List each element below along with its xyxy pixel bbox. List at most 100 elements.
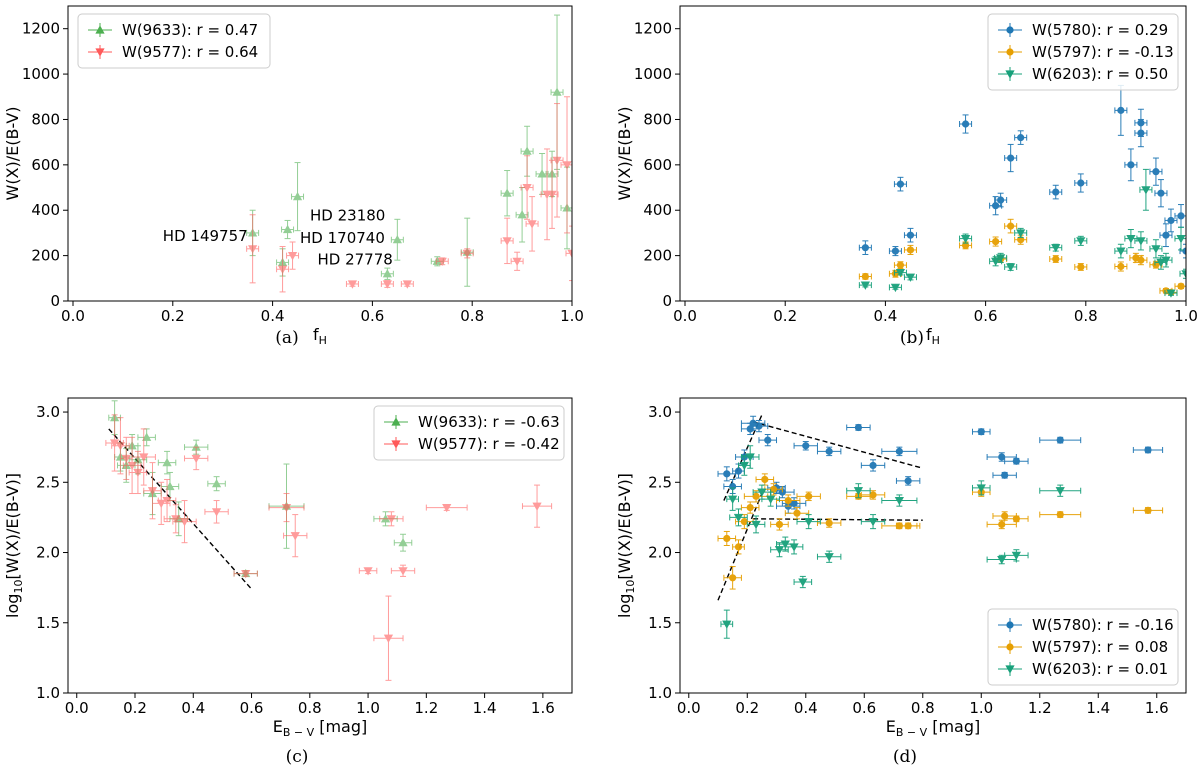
x-tick-label: 0.0 (61, 307, 85, 325)
data-point (1144, 446, 1152, 454)
panel-caption: (b) (900, 328, 924, 348)
data-point (512, 257, 522, 267)
data-point (121, 454, 131, 464)
x-tick-label: 0.8 (298, 699, 322, 717)
data-point (1055, 487, 1065, 496)
data-point (1077, 263, 1085, 271)
data-point (1056, 510, 1064, 519)
x-tick-label: 0.0 (65, 699, 89, 717)
panel-b: 0.0 0.2 0.4 0.6 0.8 1.0 0 200 400 600 800 1000 1200 f… (615, 5, 1198, 348)
x-tick-label: 1.0 (356, 699, 380, 717)
data-point (861, 244, 869, 252)
series-blue (858, 84, 1186, 259)
legend-item: W(9633): r = -0.63 (384, 413, 560, 431)
data-point (1056, 436, 1064, 444)
data-point (891, 247, 900, 255)
legend-item: W(9577): r = -0.42 (384, 435, 560, 453)
plot-frame (679, 5, 1187, 302)
data-point (527, 220, 537, 229)
legend-item: W(9577): r = 0.64 (88, 43, 258, 61)
data-point (437, 257, 447, 267)
data-point (723, 534, 731, 543)
x-tick-label: 0.8 (460, 307, 484, 325)
legend-label: W(5797): r = 0.08 (1032, 638, 1168, 656)
data-point (905, 273, 916, 282)
y-axis-label: W(X)/E(B-V) (615, 106, 634, 200)
data-point (997, 555, 1007, 565)
y-tick-label: 3.0 (36, 403, 60, 421)
point-annotation: HD 170740 (300, 229, 385, 247)
data-point (162, 496, 172, 506)
y-tick-label: 800 (643, 110, 672, 128)
legend-label: W(6203): r = 0.01 (1032, 660, 1168, 678)
data-point (552, 87, 562, 96)
x-tick-label: 0.4 (794, 699, 818, 717)
data-point (1117, 106, 1125, 114)
legend-item: W(5780): r = -0.16 (998, 616, 1174, 634)
data-point (825, 447, 833, 455)
x-axis-label-main: f (313, 325, 319, 344)
x-tick-label: 0.2 (735, 699, 759, 717)
legend-label: W(6203): r = 0.50 (1032, 65, 1168, 83)
data-point (142, 432, 152, 441)
y-axis-label: log10[W(X)/E(B-V)] (3, 473, 25, 618)
data-point (1161, 256, 1171, 265)
data-point (861, 272, 869, 281)
y-tick-label: 1000 (22, 65, 60, 83)
series-green (246, 14, 572, 287)
data-point (1166, 289, 1176, 298)
data-point (1151, 245, 1161, 254)
data-point (723, 470, 731, 478)
data-point (383, 634, 394, 643)
data-point (895, 269, 906, 278)
data-point (734, 467, 743, 475)
legend-box (373, 405, 565, 461)
x-tick-label: 0.4 (873, 307, 897, 325)
data-point (277, 265, 288, 274)
data-point (382, 280, 392, 289)
y-axis-label-base: 10 (12, 580, 25, 594)
point-annotation: HD 27778 (318, 251, 393, 269)
data-point (1177, 282, 1185, 290)
x-tick-label: 1.6 (1145, 699, 1169, 717)
y-tick-label: 0 (662, 292, 672, 310)
data-point (1012, 515, 1020, 523)
legend-marker (391, 417, 401, 426)
data-point (1016, 229, 1026, 238)
plot-frame (67, 5, 573, 302)
data-point (133, 468, 143, 478)
panel-caption: (a) (275, 328, 298, 348)
data-point (805, 492, 813, 500)
data-point (382, 269, 392, 278)
data-point (248, 245, 258, 254)
data-point (961, 120, 970, 128)
fit-line (108, 428, 253, 590)
data-point (793, 509, 801, 517)
x-axis-label: EB − V [mag] (886, 717, 981, 739)
data-point (751, 520, 761, 530)
data-point (854, 423, 863, 432)
data-point (282, 224, 293, 234)
data-point (552, 156, 562, 166)
data-layer (717, 414, 1164, 639)
y-tick-label: 1.5 (648, 614, 672, 632)
plot-frame (67, 397, 573, 694)
x-tick-label: 0.2 (123, 699, 147, 717)
legend-label: W(9577): r = 0.64 (122, 43, 258, 61)
x-axis-label-main: E (886, 717, 896, 736)
x-tick-label: 0.2 (773, 307, 797, 325)
data-point (522, 183, 532, 193)
legend-label: W(5780): r = 0.29 (1032, 21, 1168, 39)
data-point (115, 442, 126, 451)
data-point (746, 503, 754, 512)
x-axis-label-unit: [mag] (314, 717, 367, 736)
data-layer (246, 14, 572, 293)
data-point (729, 574, 737, 582)
data-point (960, 235, 971, 244)
data-point (1117, 262, 1125, 271)
data-point (547, 190, 557, 200)
legend-marker (1005, 665, 1015, 674)
x-axis-label-sub: B − V (283, 726, 315, 739)
y-axis-label-base: 10 (624, 580, 637, 594)
legend: W(5780): r = -0.16 W(5797): r = 0.08 W(620… (987, 608, 1179, 686)
